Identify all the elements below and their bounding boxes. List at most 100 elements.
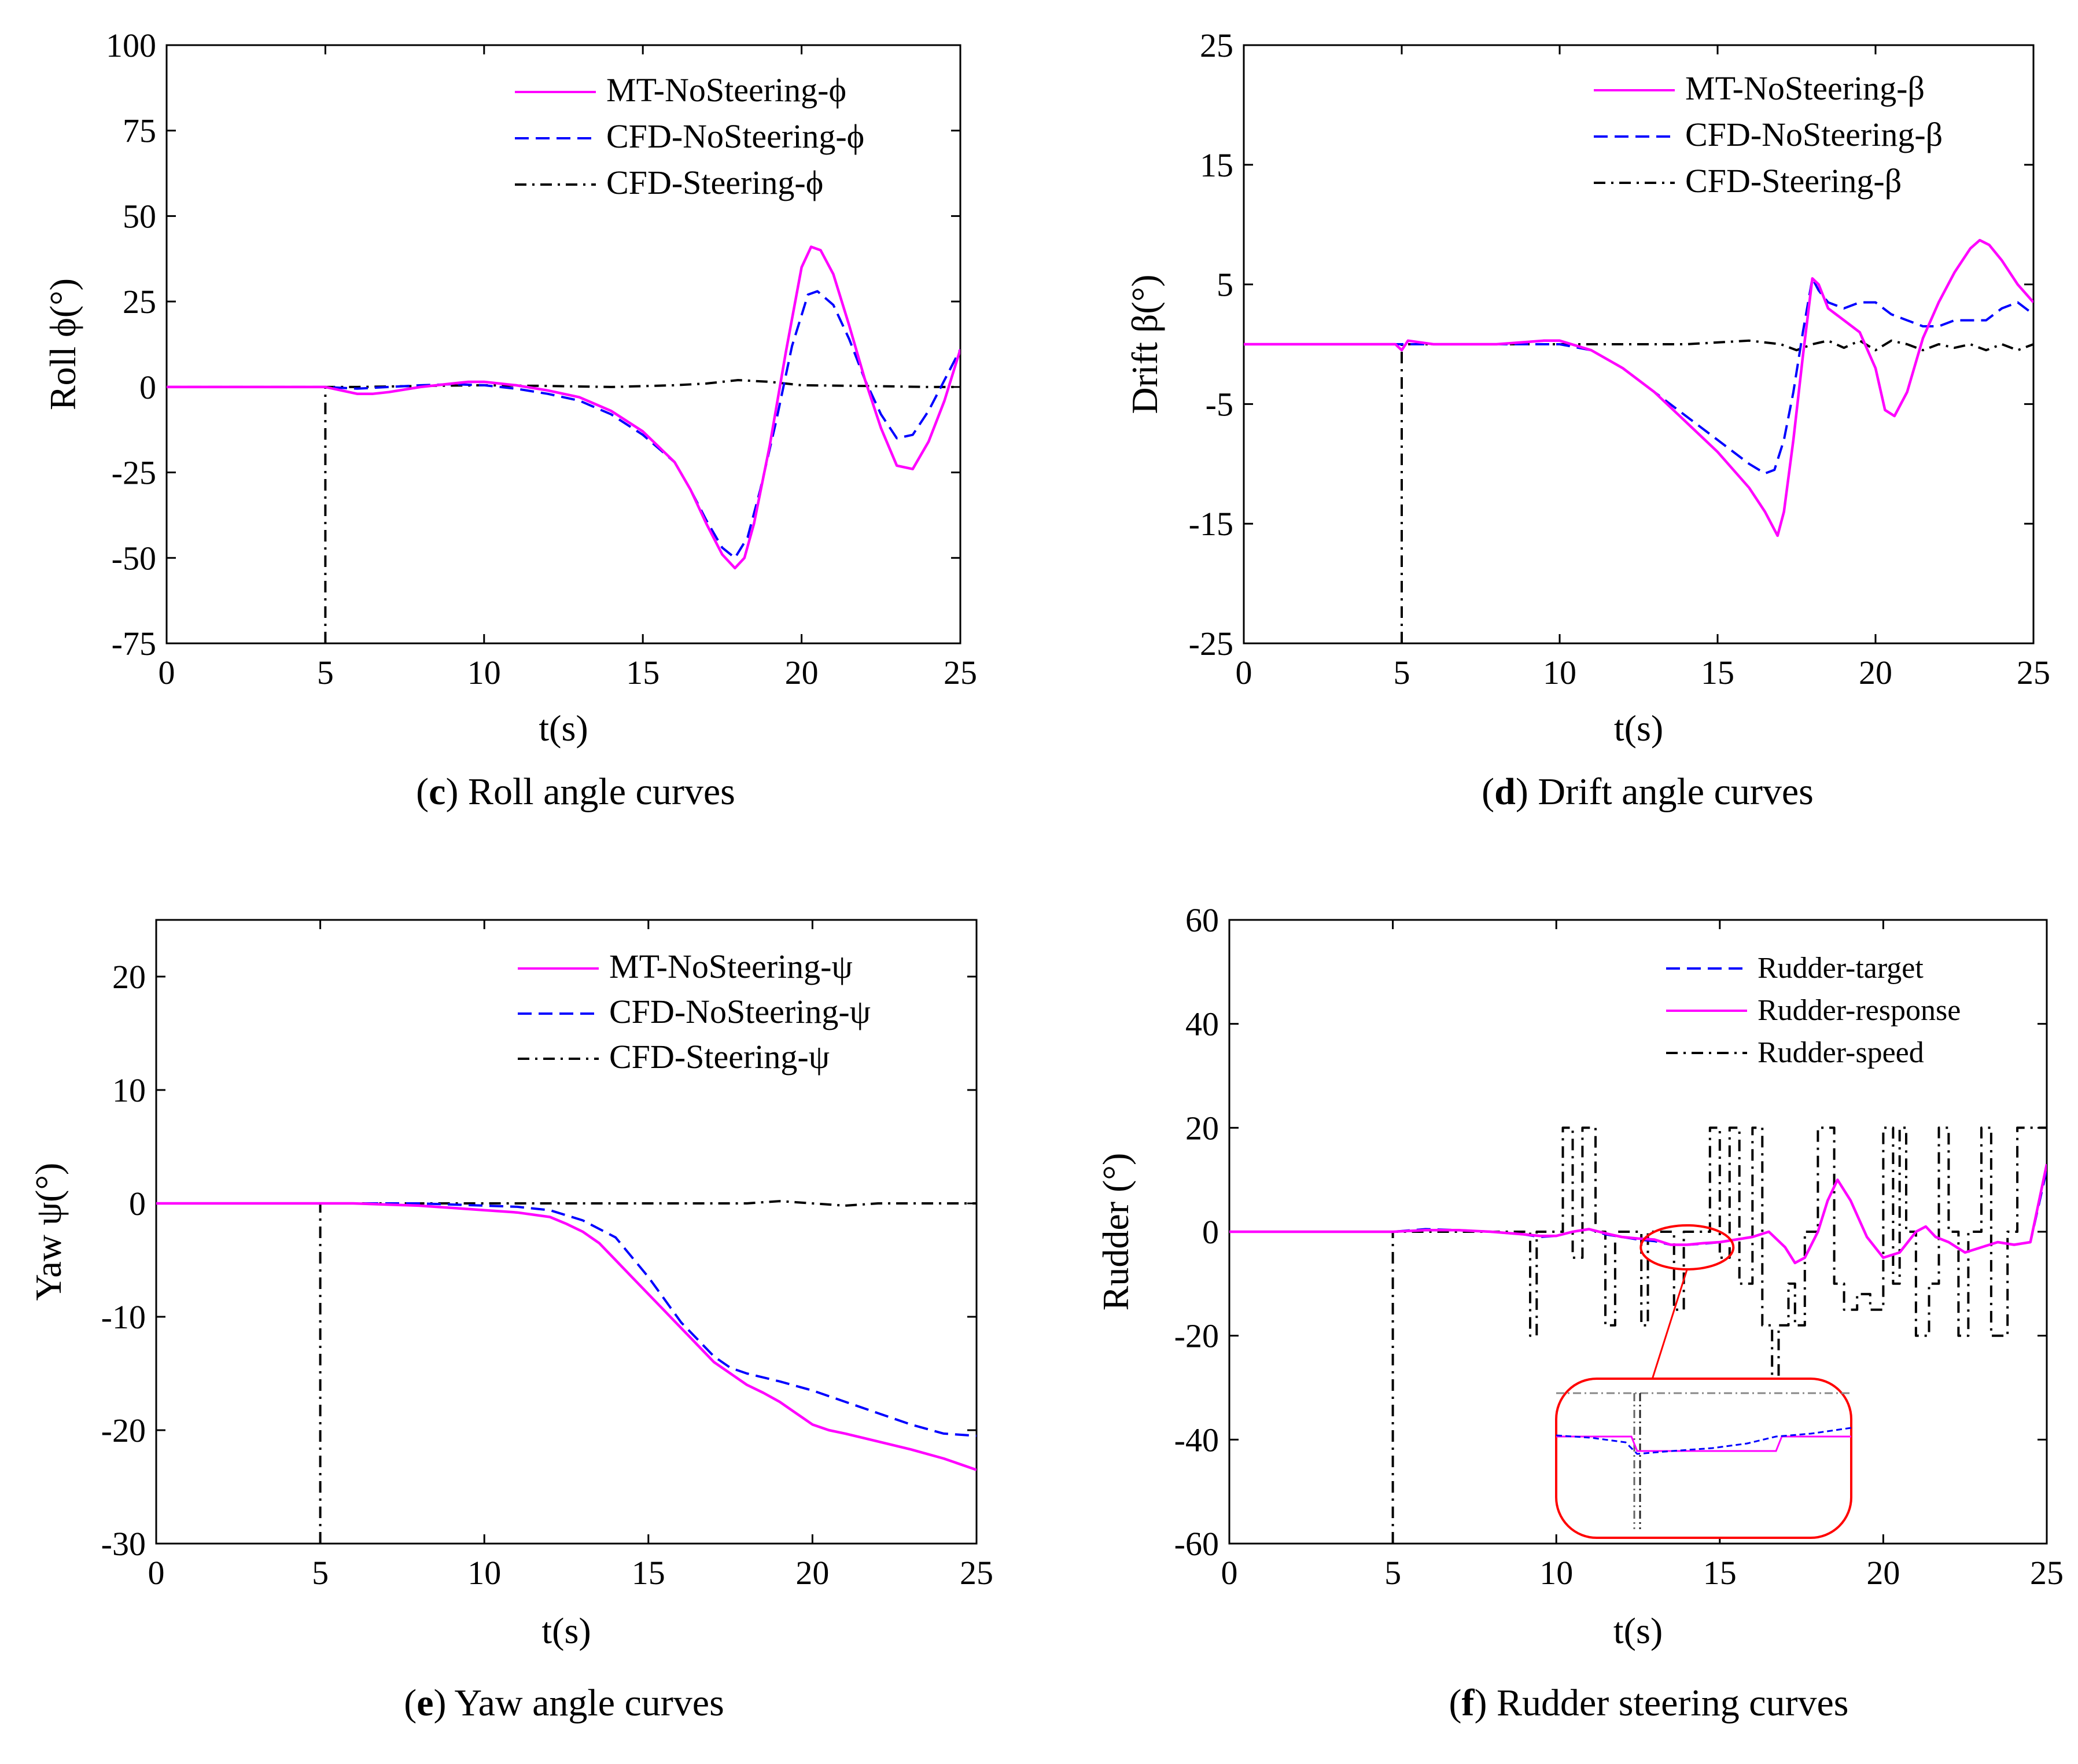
x-tick-label: 5: [1384, 1554, 1401, 1592]
legend-entry: MT-NoSteering-β: [1685, 69, 1925, 107]
x-tick-label: 5: [312, 1554, 329, 1592]
inset-target-line: [1556, 1427, 1852, 1455]
y-tick-label: -25: [112, 454, 156, 492]
series-line-CFD-Steering-ϕ: [324, 379, 960, 643]
x-tick-label: 10: [467, 654, 501, 691]
y-axis-label: Yaw ψ(°): [28, 1163, 69, 1301]
legend-entry: CFD-Steering-ψ: [609, 1038, 830, 1076]
y-tick-label: 25: [1200, 27, 1233, 64]
x-tick-label: 15: [632, 1554, 665, 1592]
series-line-CFD-NoSteering-ψ: [156, 1202, 977, 1437]
x-tick-label: 25: [960, 1554, 993, 1592]
x-tick-label: 15: [1703, 1554, 1737, 1592]
x-tick-label: 5: [1394, 654, 1410, 691]
x-tick-label: 5: [317, 654, 334, 691]
x-tick-label: 0: [1221, 1554, 1238, 1592]
y-tick-label: 40: [1185, 1006, 1219, 1043]
y-tick-label: -10: [101, 1298, 146, 1336]
x-tick-label: 20: [785, 654, 819, 691]
series-line-MT-NoSteering-ϕ: [167, 245, 960, 570]
x-tick-label: 20: [1866, 1554, 1900, 1592]
x-tick-label: 0: [159, 654, 175, 691]
series-line-CFD-NoSteering-β: [1244, 277, 2033, 475]
x-tick-label: 20: [1859, 654, 1892, 691]
series-line-CFD-Steering-β: [1401, 339, 2033, 643]
series-line-Rudder-speed: [1391, 1126, 2047, 1544]
series-line-Rudder-target: [1229, 1169, 2047, 1264]
y-tick-label: 0: [139, 369, 156, 406]
y-tick-label: 25: [123, 283, 156, 321]
y-tick-label: -60: [1174, 1525, 1219, 1563]
series-line-MT-NoSteering-ψ: [156, 1202, 977, 1471]
y-tick-label: 75: [123, 112, 156, 150]
y-tick-label: -25: [1189, 625, 1233, 662]
inset-response-line: [1556, 1435, 1851, 1452]
y-tick-label: 10: [112, 1071, 146, 1109]
yaw-angle-chart: 0 5 10 15 20 25 -30 -20 -10 0 10 20 t(s) Yaw ψ(°) MT-N…: [28, 919, 993, 1724]
y-tick-label: -50: [112, 539, 156, 577]
x-tick-label: 15: [626, 654, 659, 691]
subfigure-caption: (c) Roll angle curves: [416, 771, 735, 813]
x-tick-label: 25: [2017, 654, 2050, 691]
x-tick-label: 10: [1543, 654, 1576, 691]
series-line-CFD-Steering-ψ: [319, 1200, 977, 1544]
legend-entry: Rudder-response: [1758, 994, 1961, 1027]
zoom-inset-frame: [1555, 1378, 1852, 1539]
plot-frame: [165, 44, 961, 645]
legend-entry: CFD-Steering-ϕ: [606, 164, 823, 201]
y-tick-label: -20: [101, 1412, 146, 1449]
legend-entry: MT-NoSteering-ψ: [609, 948, 853, 985]
y-tick-label: 100: [106, 27, 156, 64]
roll-angle-chart: 0 5 10 15 20 25 -75 -50 -25 0 25 50 75 100 t(s) Roll ϕ(…: [42, 27, 977, 813]
legend-entry: Rudder-target: [1758, 952, 1924, 985]
y-tick-label: -20: [1174, 1317, 1219, 1355]
series-line-CFD-NoSteering-ϕ: [167, 290, 960, 559]
legend-entry: CFD-NoSteering-ϕ: [606, 117, 864, 155]
series-group: [156, 1200, 977, 1544]
x-axis-label: t(s): [1613, 1610, 1663, 1651]
subfigure-caption: (f) Rudder steering curves: [1449, 1682, 1849, 1724]
y-tick-label: -5: [1206, 385, 1233, 423]
y-tick-label: 60: [1185, 901, 1219, 939]
y-tick-label: 20: [112, 958, 146, 996]
y-axis-label: Rudder (°): [1095, 1153, 1136, 1311]
series-group: [1229, 1126, 2047, 1544]
rudder-steering-chart: 0 5 10 15 20 25 -60 -40 -20 0 20 40 60 t(s) Rudder (°)…: [1095, 901, 2064, 1724]
y-tick-label: 20: [1185, 1109, 1219, 1147]
x-tick-label: 25: [2030, 1554, 2064, 1592]
x-tick-label: 0: [1236, 654, 1252, 691]
x-tick-label: 25: [944, 654, 977, 691]
y-axis-label: Drift β(°): [1124, 274, 1165, 414]
x-tick-label: 0: [148, 1554, 165, 1592]
legend-entry: CFD-NoSteering-ψ: [609, 993, 871, 1030]
x-tick-label: 20: [795, 1554, 829, 1592]
series-line-MT-NoSteering-β: [1244, 238, 2033, 537]
y-tick-label: -15: [1189, 505, 1233, 543]
y-tick-label: -75: [112, 625, 156, 662]
y-tick-label: 50: [123, 197, 156, 235]
y-tick-label: 5: [1217, 266, 1233, 304]
y-tick-label: -30: [101, 1525, 146, 1563]
x-axis-label: t(s): [1614, 708, 1663, 749]
x-axis-label: t(s): [539, 708, 588, 749]
legend-entry: Rudder-speed: [1758, 1036, 1924, 1069]
y-tick-label: 15: [1200, 146, 1233, 184]
subfigure-caption: (d) Drift angle curves: [1482, 771, 1814, 813]
x-tick-label: 15: [1701, 654, 1734, 691]
series-group: [167, 245, 960, 643]
drift-angle-chart: 0 5 10 15 20 25 -25 -15 -5 5 15 25 t(s) Drift β(°) MT-…: [1124, 27, 2050, 813]
plot-frame: [155, 919, 978, 1545]
y-tick-label: 0: [1202, 1213, 1219, 1251]
subfigure-caption: (e) Yaw angle curves: [404, 1682, 724, 1724]
x-axis-label: t(s): [541, 1610, 591, 1651]
series-line-Rudder-response: [1229, 1163, 2047, 1265]
legend-entry: CFD-NoSteering-β: [1685, 116, 1943, 153]
legend-entry: CFD-Steering-β: [1685, 162, 1902, 200]
x-tick-label: 10: [467, 1554, 501, 1592]
y-tick-label: 0: [129, 1185, 146, 1222]
x-tick-label: 10: [1539, 1554, 1573, 1592]
legend-entry: MT-NoSteering-ϕ: [606, 71, 846, 109]
y-axis-label: Roll ϕ(°): [42, 278, 83, 410]
y-tick-label: -40: [1174, 1421, 1219, 1459]
